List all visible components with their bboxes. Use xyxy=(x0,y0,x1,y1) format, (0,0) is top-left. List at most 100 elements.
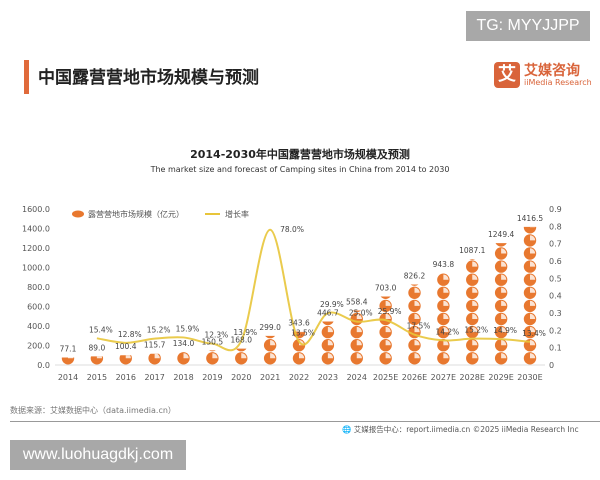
bar-2014 xyxy=(61,357,75,365)
bar-value-label: 100.4 xyxy=(115,342,137,351)
logo-en: iiMedia Research xyxy=(524,78,592,87)
bar-symbol-slice xyxy=(530,226,536,228)
title-accent-bar xyxy=(24,60,29,94)
bar-symbol-slice xyxy=(501,274,507,280)
chart: 0.0 200.0 400.0 600.0 800.0 1000.0 1200.0 1400.… xyxy=(22,205,562,382)
bar-symbol-slice xyxy=(385,340,391,346)
bar-value-label: 1087.1 xyxy=(459,246,485,255)
x-tick: 2026E xyxy=(402,373,427,382)
bar-symbol-slice xyxy=(530,287,536,293)
y-left-tick: 1600.0 xyxy=(22,205,50,214)
bar-value-label: 134.0 xyxy=(173,339,195,348)
bar-symbol-slice xyxy=(472,300,478,306)
growth-label: 15.2% xyxy=(147,326,171,335)
bar-2029E xyxy=(494,243,508,365)
bar-value-label: 943.8 xyxy=(433,260,455,269)
y-right-tick: 0.9 xyxy=(549,205,562,214)
bar-symbol-slice xyxy=(501,300,507,306)
bar-2027E xyxy=(437,273,450,365)
bar-value-label: 299.0 xyxy=(259,323,281,332)
watermark-top: TG: MYYJJPP xyxy=(466,11,590,41)
bar-symbol-slice xyxy=(299,331,305,333)
bar-symbol-slice xyxy=(443,313,449,319)
bar-value-label: 150.5 xyxy=(202,337,224,346)
bar-symbol-slice xyxy=(154,353,160,359)
y-left-tick: 800.0 xyxy=(27,283,50,292)
x-tick: 2030E xyxy=(517,373,542,382)
bar-symbol xyxy=(380,296,391,299)
bar-symbol-slice xyxy=(443,274,449,280)
bar-symbol-slice xyxy=(472,287,478,293)
bar-symbol-slice xyxy=(501,326,507,333)
bar-value-label: 1249.4 xyxy=(488,230,514,239)
x-tick: 2018 xyxy=(173,373,193,382)
bar-symbol-slice xyxy=(472,261,478,267)
y-right-tick: 0 xyxy=(549,361,554,370)
growth-label: 29.9% xyxy=(320,300,344,309)
bar-symbol-slice xyxy=(270,353,276,359)
x-tick: 2021 xyxy=(260,373,280,382)
bar-value-label: 1416.5 xyxy=(517,214,543,223)
bar-symbol-slice xyxy=(385,353,391,359)
bar-symbol-slice xyxy=(443,353,449,359)
bar-2025E xyxy=(379,296,392,365)
x-tick: 2022 xyxy=(289,373,309,382)
bar-symbol-slice xyxy=(327,326,334,333)
bar-symbol xyxy=(410,284,419,286)
bar-value-label: 446.7 xyxy=(317,308,339,317)
bar-2028E xyxy=(466,259,479,365)
y-left-tick: 1200.0 xyxy=(22,244,50,253)
legend-bar-icon xyxy=(72,210,84,218)
bar-2026E xyxy=(408,284,421,365)
bar-symbol-slice xyxy=(443,300,449,306)
bar-symbol xyxy=(322,321,334,326)
y-left-tick: 400.0 xyxy=(27,322,50,331)
chart-title: 2014-2030年中国露营营地市场规模及预测 xyxy=(190,148,410,161)
bar-symbol-slice xyxy=(530,326,536,333)
growth-label: 14.9% xyxy=(493,326,517,335)
bar-symbol-slice xyxy=(530,340,536,346)
growth-label: 14.2% xyxy=(435,327,459,336)
growth-label: 13.4% xyxy=(522,329,546,338)
x-tick: 2029E xyxy=(488,373,513,382)
bar-symbol-slice xyxy=(327,353,334,359)
bar-symbol-slice xyxy=(414,326,420,333)
bar-symbol xyxy=(208,350,216,352)
bar-symbol xyxy=(265,335,276,339)
x-tick: 2016 xyxy=(116,373,136,382)
footer-divider xyxy=(10,421,600,422)
data-source: 数据来源：艾媒数据中心（data.iimedia.cn） xyxy=(10,406,176,415)
bar-2015 xyxy=(90,356,104,365)
y-left-tick: 1400.0 xyxy=(22,225,50,234)
bar-value-label: 168.0 xyxy=(231,336,253,345)
growth-label: 15.4% xyxy=(89,325,113,334)
bar-symbol xyxy=(236,348,247,352)
bar-value-label: 558.4 xyxy=(346,298,368,307)
y-right-tick: 0.2 xyxy=(549,326,562,335)
bar-symbol-slice xyxy=(530,248,536,254)
bar-value-label: 703.0 xyxy=(375,283,397,292)
bar-symbol-slice xyxy=(356,326,362,333)
logo-mark: 艾 xyxy=(494,62,520,88)
bar-2020 xyxy=(235,348,248,365)
bar-symbol-slice xyxy=(125,355,131,359)
bar-symbol-slice xyxy=(414,340,420,346)
growth-label: 15.2% xyxy=(464,326,488,335)
y-right-tick: 0.3 xyxy=(549,309,562,318)
bar-symbol-slice xyxy=(530,313,536,319)
bar-symbol-slice xyxy=(327,340,334,346)
y-right-tick: 0.6 xyxy=(549,257,562,266)
bar-symbol-slice xyxy=(530,274,536,280)
bar-symbol-slice xyxy=(270,340,276,346)
y-right-tick: 0.1 xyxy=(549,344,562,353)
bar-value-label: 343.6 xyxy=(288,318,310,327)
logo-cn: 艾媒咨询 xyxy=(524,63,580,79)
bar-symbol-slice xyxy=(414,353,420,359)
bar-symbol-slice xyxy=(414,287,420,293)
bar-symbol xyxy=(495,243,507,247)
bar-value-label: 115.7 xyxy=(144,341,166,350)
bar-symbol-slice xyxy=(414,313,420,319)
growth-label: 13.5% xyxy=(291,329,315,338)
bar-symbol-slice xyxy=(385,300,391,306)
bar-symbol-slice xyxy=(356,313,362,319)
